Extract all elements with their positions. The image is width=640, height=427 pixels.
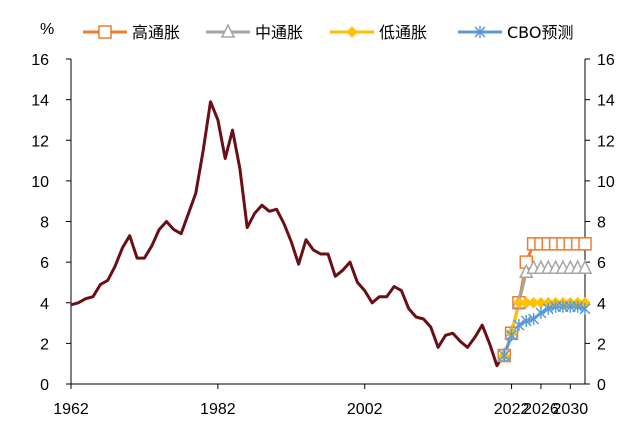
x-tick-label: 2030 [553,401,589,418]
legend-label-low: 低通胀 [379,23,427,42]
y-tick-label-right: 14 [597,93,615,110]
y-tick-label-left: 8 [40,215,49,232]
y-tick-label-right: 0 [597,377,606,394]
y-unit-label: % [40,21,54,38]
data-point-cbo [498,349,510,362]
legend-label-mid: 中通胀 [255,23,303,42]
x-tick-label: 1962 [53,401,89,418]
y-tick-label-right: 6 [597,255,606,272]
legend-label-high: 高通胀 [132,23,180,42]
legend-marker-cbo [474,26,486,38]
data-point-cbo [513,319,525,332]
legend-marker-low [346,26,358,38]
history-line [70,100,506,368]
legend-marker-mid [220,23,236,38]
y-tick-label-right: 10 [597,174,615,191]
y-tick-label-left: 14 [31,93,49,110]
data-point-cbo [542,302,554,315]
legend-marker-high [98,25,112,39]
x-tick-label: 2022 [494,401,530,418]
x-tick-label: 2026 [523,401,559,418]
x-tick-label: 2002 [347,401,383,418]
y-tick-label-right: 4 [597,296,606,313]
data-point-cbo [535,306,547,319]
data-point-cbo [528,313,540,325]
y-tick-label-right: 8 [597,215,606,232]
y-tick-label-left: 0 [40,377,49,394]
y-tick-label-left: 6 [40,255,49,272]
y-tick-label-left: 16 [31,52,49,69]
x-tick-label: 1982 [200,401,236,418]
y-tick-label-right: 2 [597,336,606,353]
data-point-high [578,237,592,251]
legend-label-cbo: CBO预测 [507,23,573,42]
data-point-cbo [579,302,591,315]
data-point-cbo [520,315,532,328]
data-point-cbo [572,300,584,313]
y-tick-label-left: 2 [40,336,49,353]
y-tick-label-left: 12 [31,133,49,150]
data-point-cbo [506,329,518,342]
y-tick-label-left: 4 [40,296,49,313]
y-tick-label-right: 12 [597,133,615,150]
y-tick-label-right: 16 [597,52,615,69]
data-point-mid [577,259,593,274]
y-tick-label-left: 10 [31,174,49,191]
